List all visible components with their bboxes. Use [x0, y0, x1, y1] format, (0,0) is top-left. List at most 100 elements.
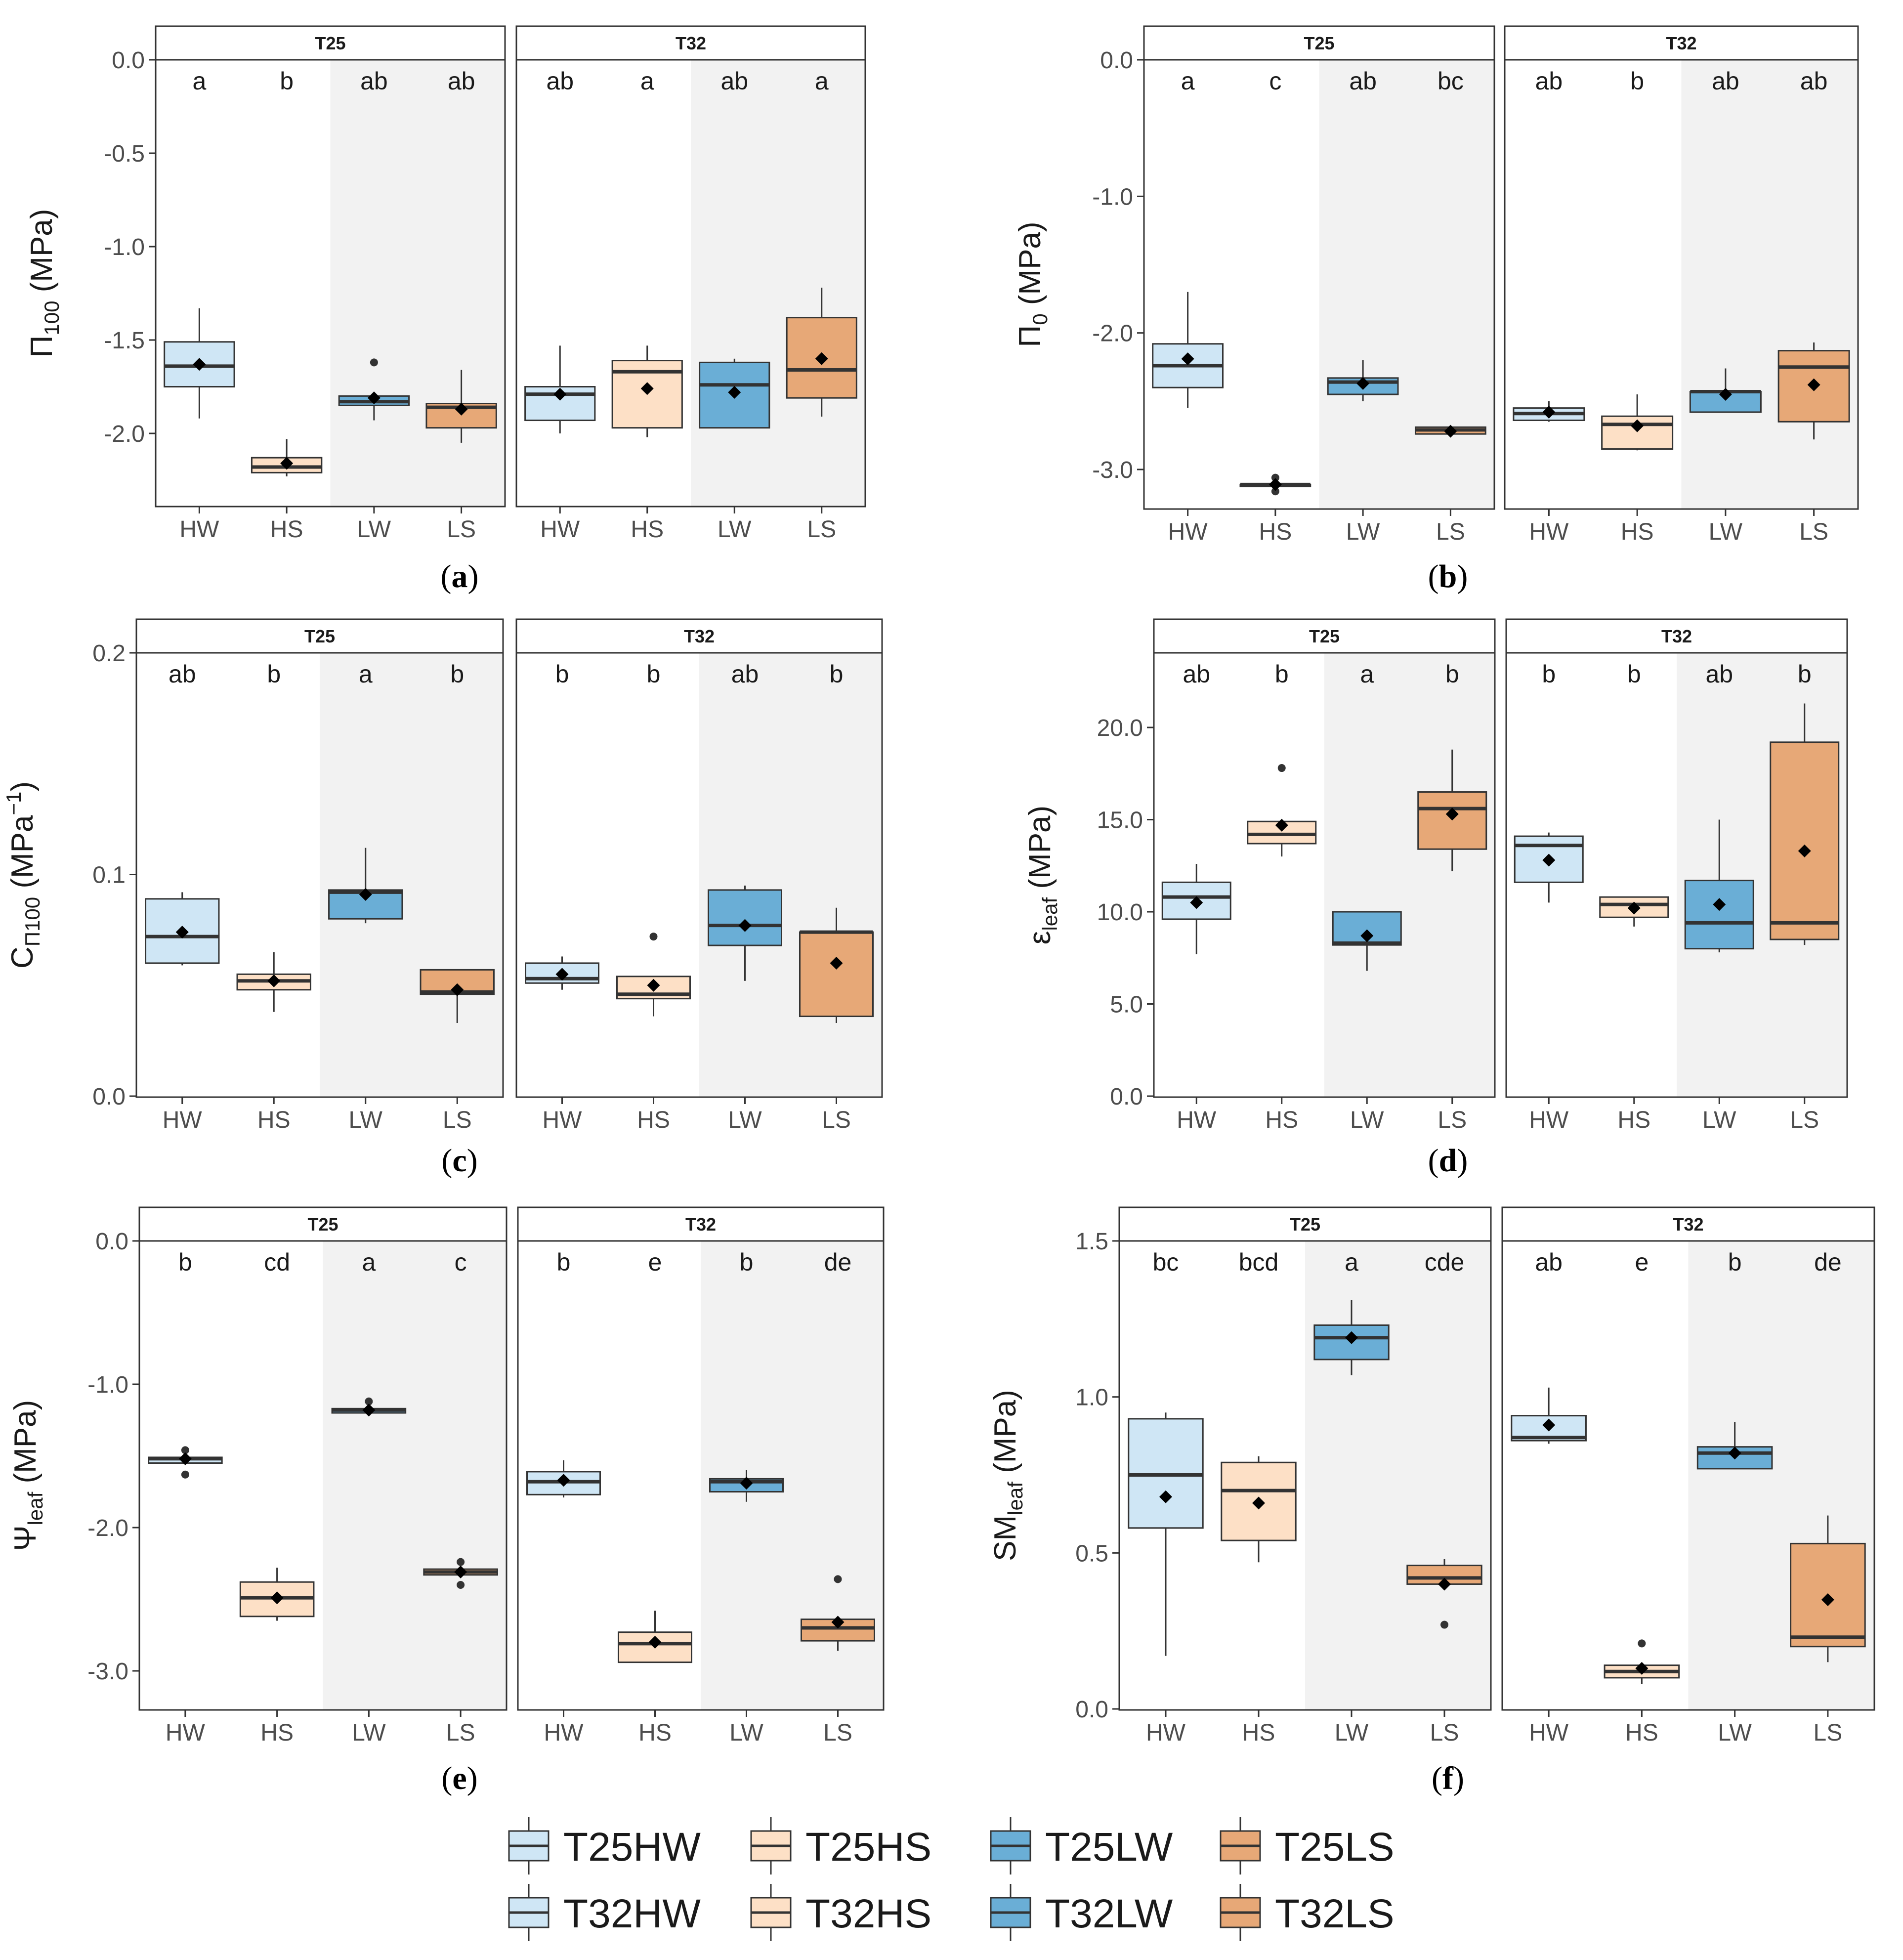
box-t25-hs: [1221, 1456, 1297, 1563]
y-tick-label: 1.0: [1075, 1385, 1108, 1411]
significance-letter: b: [740, 1248, 754, 1276]
mean-marker: [1631, 419, 1644, 432]
x-tick-label: LS: [1799, 519, 1828, 545]
outlier-point: [1638, 1639, 1646, 1648]
significance-letter: a: [1360, 660, 1374, 688]
y-tick-label: 0.0: [1075, 1697, 1108, 1723]
outlier-point: [1277, 764, 1286, 772]
y-tick-label: 0.0: [1100, 47, 1133, 74]
legend-item-t25hw: T25HW: [508, 1817, 701, 1875]
facet-strip-label: T32: [684, 626, 715, 646]
significance-letter: ab: [448, 67, 475, 95]
facet-strip: [515, 618, 883, 654]
facet-strip-label: T25: [304, 626, 335, 646]
significance-letter: a: [1345, 1248, 1358, 1276]
y-tick-label: 10.0: [1097, 899, 1143, 926]
mean-marker: [1444, 425, 1457, 438]
significance-letter: b: [1798, 660, 1812, 688]
y-tick-label: 0.0: [112, 47, 145, 74]
significance-letter: b: [1445, 660, 1459, 688]
box-t32-lw: [1689, 368, 1762, 413]
mean-marker: [362, 1404, 376, 1417]
significance-letter: b: [1728, 1248, 1742, 1276]
x-tick-label: HS: [1617, 1107, 1650, 1133]
significance-letter: a: [1181, 67, 1195, 95]
box-t32-hw: [526, 1460, 601, 1498]
y-axis-label-main: ε: [1023, 931, 1057, 945]
facet-strip-label: T25: [1309, 626, 1340, 646]
facet-shade: [330, 60, 505, 507]
facet-shade: [1681, 60, 1858, 509]
mean-marker: [830, 956, 843, 970]
mean-marker: [1159, 1490, 1172, 1503]
y-tick-label: 0.0: [95, 1229, 128, 1255]
box-t25-lw: [328, 848, 403, 924]
mean-marker: [1542, 1418, 1556, 1432]
x-tick-label: HS: [1259, 519, 1292, 545]
box-t32-lw: [1696, 1422, 1773, 1470]
facet-shade: [320, 653, 503, 1097]
significance-letter: b: [1542, 660, 1556, 688]
significance-letter: de: [824, 1248, 852, 1276]
facet-strip-label: T32: [1666, 33, 1696, 53]
y-axis-label: Π100 (MPa): [25, 209, 63, 358]
box-t32-hw: [1513, 401, 1585, 422]
x-tick-label: HS: [637, 1107, 670, 1133]
facet-strip: [1504, 25, 1859, 61]
mean-marker: [1181, 352, 1194, 366]
mean-marker: [1798, 844, 1811, 857]
x-tick-label: HW: [1146, 1720, 1186, 1746]
y-tick-label: 5.0: [1110, 992, 1143, 1018]
facet-t32: T32 ab HW b HS ab LW ab LS: [1504, 25, 1859, 545]
significance-letter: ab: [1712, 67, 1739, 95]
box-iqr: [708, 889, 782, 946]
y-axis-label: SMleaf (MPa): [988, 1390, 1027, 1561]
y-axis-label: Ψleaf (MPa): [8, 1400, 47, 1551]
x-tick-label: LW: [1702, 1107, 1736, 1133]
x-tick-label: HS: [638, 1720, 672, 1746]
significance-letter: a: [362, 1248, 376, 1276]
significance-letter: b: [1627, 660, 1641, 688]
mean-marker: [815, 352, 828, 365]
box-t32-ls: [801, 1575, 875, 1651]
x-tick-label: LW: [1718, 1720, 1752, 1746]
y-tick-label: 0.0: [92, 1084, 126, 1110]
y-axis-label-main: Π: [25, 336, 59, 358]
facet-frame: [515, 59, 866, 508]
significance-letter: cde: [1425, 1248, 1465, 1276]
legend-label: T32HS: [805, 1891, 931, 1936]
x-tick-label: HS: [1621, 519, 1654, 545]
mean-marker: [728, 385, 741, 399]
y-axis-label-sub: 100: [40, 301, 63, 336]
x-tick-label: LW: [718, 516, 752, 543]
facet-strip-label: T32: [685, 1214, 716, 1235]
mean-marker: [647, 979, 660, 992]
panel-caption: (b): [1428, 558, 1468, 595]
mean-marker: [1345, 1331, 1358, 1344]
facet-frame: [1153, 652, 1496, 1098]
box-t25-hs: [1247, 764, 1317, 857]
outlier-point: [181, 1470, 189, 1479]
box-t32-hw: [1511, 1387, 1587, 1444]
legend-item-t32lw: T32LW: [990, 1884, 1173, 1941]
box-t25-ls: [420, 969, 495, 1023]
mean-marker: [193, 358, 206, 371]
mean-marker: [740, 1477, 753, 1490]
x-tick-label: HW: [540, 516, 580, 543]
legend-label: T25HW: [563, 1825, 701, 1870]
significance-letter: b: [178, 1248, 192, 1276]
box-t25-lw: [1313, 1300, 1390, 1375]
facet-strip: [155, 25, 506, 61]
facet-strip: [515, 25, 866, 61]
x-tick-label: LS: [446, 1720, 475, 1746]
significance-letter: cd: [264, 1248, 290, 1276]
panel-caption-letter: e: [452, 1760, 466, 1796]
facet-t32: T32 b HW e HS b LW de LS: [517, 1206, 885, 1746]
y-axis-label-tail: (MPa): [25, 209, 59, 301]
box-t25-ls: [1414, 425, 1486, 438]
significance-letter: bcd: [1239, 1248, 1279, 1276]
significance-letter: b: [1630, 67, 1644, 95]
y-axis-label-sup: −1: [2, 792, 25, 815]
mean-marker: [1821, 1593, 1834, 1607]
facet-shade: [699, 653, 882, 1097]
